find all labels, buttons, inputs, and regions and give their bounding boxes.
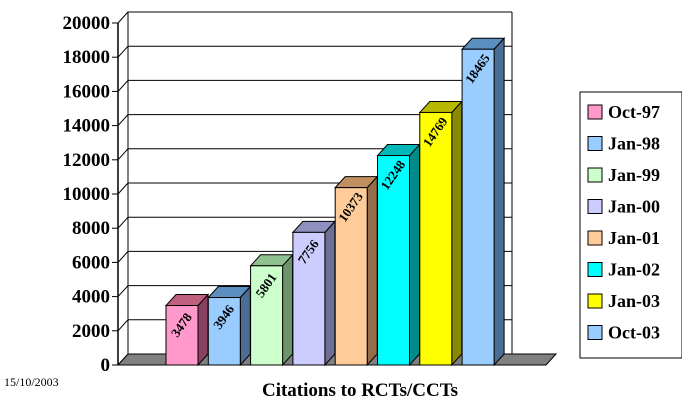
bar-Jan-01 (334, 175, 379, 367)
y-tick-label: 2000 (72, 321, 110, 342)
y-tick-label: 12000 (63, 150, 111, 171)
bar-Jan-03 (418, 100, 463, 367)
legend-label-Jan-01: Jan-01 (608, 228, 660, 248)
bar-side (366, 175, 378, 367)
bar-Jan-98 (207, 285, 252, 367)
legend-label-Jan-03: Jan-03 (608, 291, 660, 311)
bar-front (419, 111, 453, 366)
y-tick-label: 0 (101, 355, 111, 376)
bar-side (409, 143, 420, 367)
y-tick-label: 16000 (63, 81, 111, 102)
bars (164, 36, 506, 367)
bar-side (239, 285, 251, 367)
bar-front (461, 48, 495, 366)
gridline-18000 (117, 45, 512, 58)
y-tick-label: 4000 (72, 287, 110, 308)
bar-front (250, 265, 284, 366)
legend-label-Jan-02: Jan-02 (608, 260, 660, 280)
footer-date: 15/10/2003 (4, 375, 59, 389)
legend-box (579, 91, 682, 359)
bar-Oct-03 (460, 36, 506, 367)
bar-side (282, 253, 294, 367)
bar-side (197, 293, 209, 367)
y-tick-label: 10000 (63, 184, 111, 205)
legend-label-Jan-99: Jan-99 (608, 165, 660, 185)
legend-swatch-Oct-03 (587, 325, 603, 340)
bar-side (324, 220, 336, 367)
legend-swatch-Jan-03 (587, 293, 603, 309)
bar-front (292, 231, 326, 366)
bar-front (377, 155, 410, 366)
bar-Oct-97 (164, 293, 210, 367)
gridline-16000 (117, 79, 512, 92)
y-tick-labels: 0 2000 4000 6000 8000 10000 12000 14000 16000 180… (63, 13, 111, 376)
legend-label-Jan-98: Jan-98 (608, 134, 660, 154)
bar-Jan-00 (291, 220, 337, 367)
bar-front (165, 305, 199, 366)
bar-side (493, 36, 505, 367)
bar-side (451, 100, 463, 367)
legend-swatch-Oct-97 (587, 104, 603, 120)
x-axis-label: Citations to RCTs/CCTs (261, 380, 459, 401)
legend-label-Jan-00: Jan-00 (608, 197, 660, 217)
gridline-20000 (117, 11, 512, 24)
bar-front (334, 187, 368, 366)
legend: Oct-97 Jan-98 Jan-99 Jan-00 Jan-01 Jan-02 Jan-… (579, 91, 682, 359)
legend-swatch-Jan-01 (587, 230, 603, 246)
y-tick-label: 20000 (63, 13, 111, 34)
bar-Jan-99 (249, 253, 294, 367)
bar-front (207, 297, 241, 366)
y-tick-label: 6000 (72, 252, 110, 273)
legend-swatch-Jan-98 (587, 136, 603, 151)
legend-label-Oct-97: Oct-97 (608, 102, 660, 122)
legend-swatch-Jan-99 (587, 167, 603, 183)
y-tick-label: 14000 (63, 116, 111, 137)
grid-lines (117, 11, 513, 366)
legend-swatch-Jan-00 (587, 199, 603, 214)
bar-Jan-02 (376, 143, 421, 367)
legend-swatch-Jan-02 (587, 262, 603, 277)
legend-label-Oct-03: Oct-03 (608, 323, 660, 343)
y-tick-label: 8000 (72, 218, 110, 239)
y-tick-label: 18000 (63, 47, 111, 68)
